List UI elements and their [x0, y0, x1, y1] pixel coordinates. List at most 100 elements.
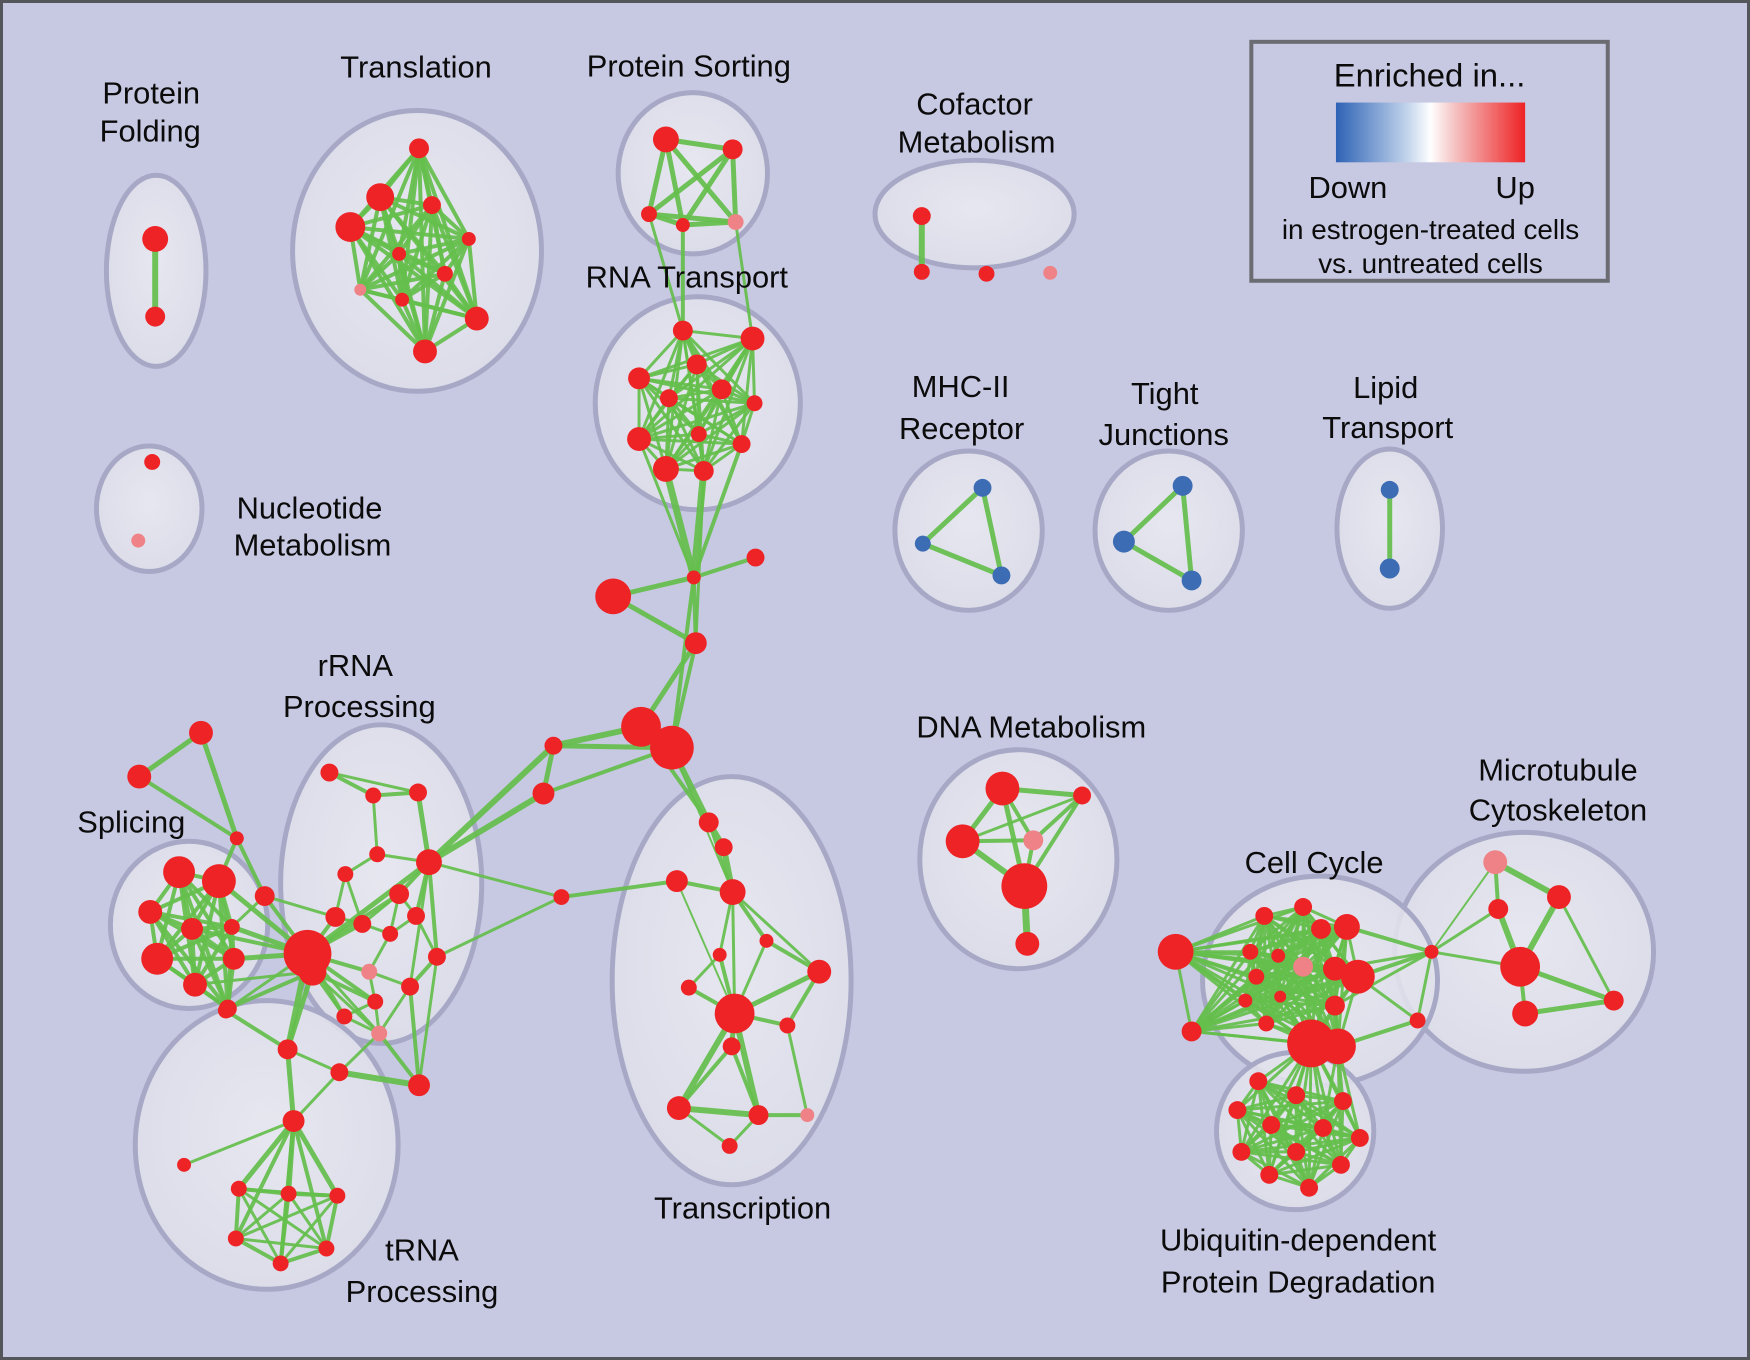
node	[1258, 1015, 1275, 1032]
edge	[1174, 905, 1305, 954]
node	[1500, 946, 1541, 987]
edge	[371, 793, 379, 856]
node	[367, 993, 384, 1010]
cluster-ellipse-tight_junctions	[1092, 448, 1245, 613]
edge	[137, 774, 239, 841]
node	[336, 1008, 353, 1025]
edge	[1243, 950, 1252, 1003]
edge	[225, 969, 315, 1011]
node	[722, 1037, 741, 1056]
node	[423, 196, 441, 215]
cluster-label-trna: tRNA	[385, 1232, 459, 1267]
edge	[1121, 483, 1186, 545]
edge	[136, 730, 204, 780]
edge	[417, 146, 471, 241]
cluster-label-cofactor: Cofactor	[916, 87, 1033, 122]
edge	[731, 890, 821, 974]
node	[201, 864, 236, 899]
edge	[559, 879, 679, 900]
node	[277, 1039, 298, 1060]
edge	[1333, 950, 1434, 1008]
edge	[1416, 950, 1434, 1022]
cluster-label-cofactor: Metabolism	[898, 124, 1056, 159]
cluster-label-ubiquitin: Protein Degradation	[1161, 1264, 1435, 1299]
node	[553, 889, 570, 906]
edge	[223, 1008, 290, 1052]
node	[985, 771, 1020, 806]
cluster-label-protein_folding: Folding	[100, 113, 201, 148]
node	[912, 207, 931, 226]
cluster-ellipse-mhc	[892, 448, 1045, 613]
edge	[680, 146, 736, 228]
node	[746, 548, 765, 567]
node	[807, 959, 832, 984]
node	[711, 379, 732, 400]
node	[369, 846, 386, 863]
node	[627, 427, 651, 452]
legend-gradient-bar	[1335, 102, 1526, 163]
node	[436, 265, 453, 282]
node	[740, 326, 765, 351]
edge	[358, 251, 402, 292]
edge	[216, 879, 230, 1011]
edge	[327, 771, 420, 794]
edge	[680, 219, 739, 228]
node	[409, 783, 427, 802]
node	[330, 1063, 349, 1082]
cluster-label-ubiquitin: Ubiquitin-dependent	[1160, 1222, 1437, 1257]
edge	[358, 203, 434, 292]
node	[254, 886, 275, 906]
node	[1112, 530, 1135, 553]
edge	[278, 1191, 291, 1266]
cluster-label-trna: Processing	[346, 1274, 499, 1309]
cluster-label-microtubule: Microtubule	[1478, 753, 1638, 788]
node	[727, 214, 744, 230]
edge	[435, 895, 563, 959]
edge	[1190, 999, 1247, 1033]
edge	[664, 442, 744, 471]
node	[416, 849, 442, 876]
edge	[198, 730, 240, 841]
node	[1547, 885, 1571, 909]
node	[229, 831, 244, 846]
edge	[278, 1246, 329, 1266]
node	[272, 1255, 289, 1272]
node	[1424, 944, 1439, 959]
edge	[1235, 1093, 1298, 1112]
edge	[233, 1236, 283, 1266]
cluster-label-lipid: Lipid	[1353, 370, 1418, 405]
node	[408, 1074, 430, 1097]
edge	[286, 1191, 340, 1198]
node	[1001, 863, 1048, 909]
node	[712, 947, 727, 962]
node	[329, 1187, 346, 1204]
node	[407, 906, 425, 925]
legend-down-label: Down	[1308, 170, 1387, 205]
edge	[920, 485, 986, 547]
node	[978, 265, 995, 282]
node	[464, 306, 489, 331]
edge	[691, 555, 758, 580]
cluster-ellipse-nucleotide	[93, 443, 205, 574]
node	[335, 212, 366, 242]
node	[1331, 1155, 1350, 1174]
node	[721, 1137, 738, 1154]
node	[690, 426, 707, 443]
node	[652, 126, 679, 153]
edge	[348, 225, 427, 354]
node	[1238, 993, 1253, 1008]
node	[427, 947, 446, 966]
edge	[358, 287, 427, 354]
node	[230, 1180, 247, 1197]
cluster-ellipse-trna	[132, 998, 401, 1292]
edge	[291, 1119, 329, 1251]
edge	[234, 1194, 339, 1241]
node	[142, 226, 169, 252]
edge	[279, 1194, 339, 1265]
cluster-label-mhc: MHC-II	[912, 369, 1010, 404]
edge	[400, 271, 447, 302]
node	[1409, 1012, 1426, 1029]
cluster-ellipse-rrna	[278, 722, 485, 1046]
node	[1333, 1092, 1352, 1111]
edge	[1557, 895, 1616, 1003]
